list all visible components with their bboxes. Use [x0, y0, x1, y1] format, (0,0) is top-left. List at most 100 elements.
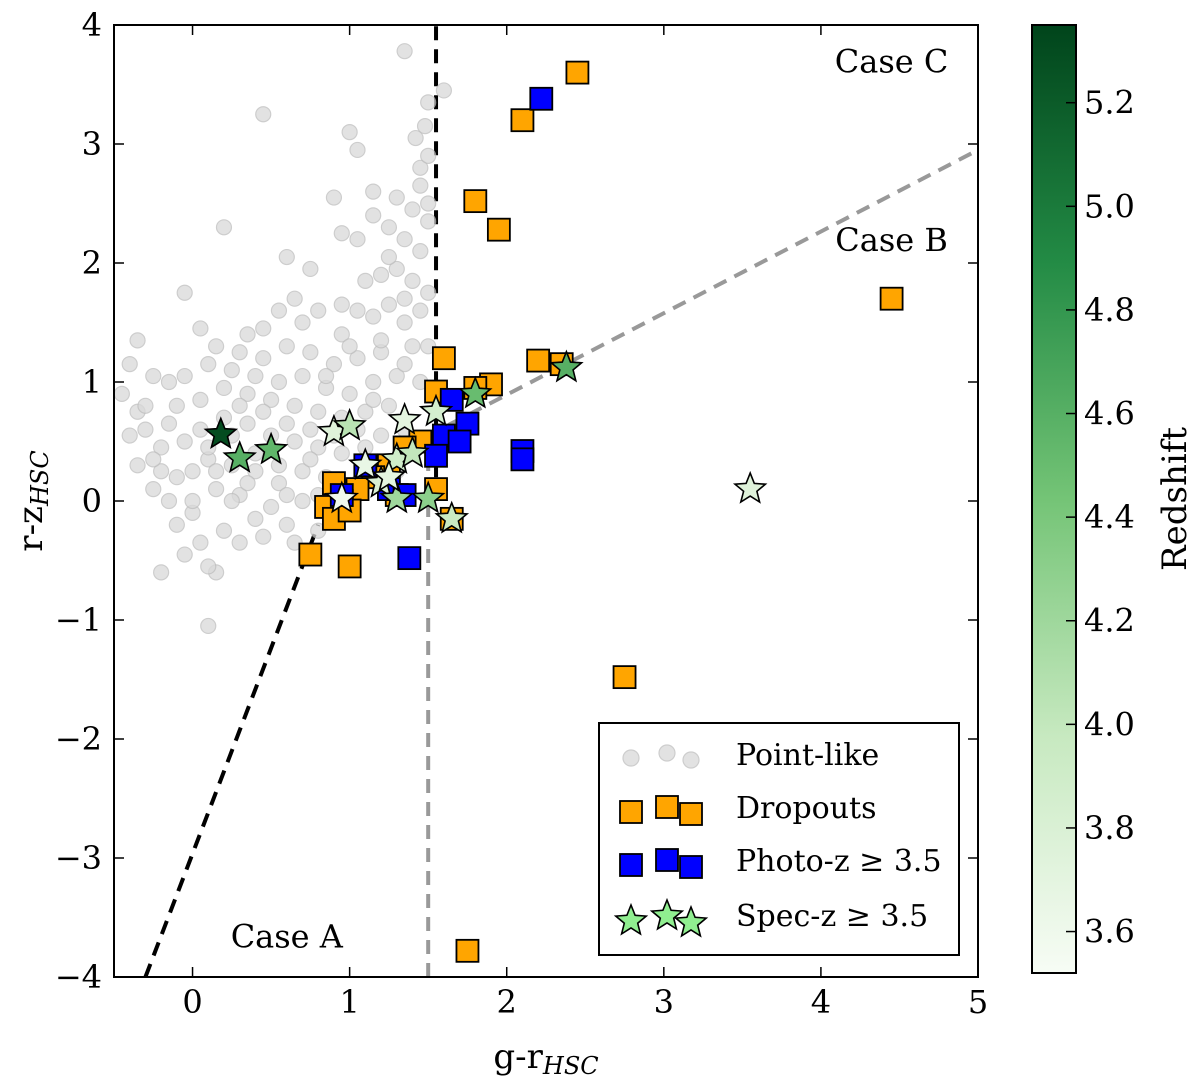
colorbar: 3.6 3.8 4.0 4.2 4.4 4.6 4.8 5.0 5.2 Redshift: [1031, 24, 1195, 974]
legend-marker-spec-z: [673, 904, 709, 938]
x-tick-label: 0: [182, 983, 202, 1021]
point-like-marker: [333, 296, 350, 313]
x-tick-label: 2: [497, 983, 517, 1021]
case-annotations: Case A Case B Case C: [231, 43, 949, 956]
colorbar-tick-label: 5.0: [1084, 187, 1135, 225]
legend-label-point-like: Point-like: [736, 738, 879, 773]
y-tick-label: 1: [82, 363, 102, 401]
spec-z-marker: [253, 431, 289, 465]
point-like-marker: [325, 356, 343, 373]
point-like-marker: [121, 427, 138, 444]
point-like-marker: [341, 124, 358, 141]
spec-z-marker: [387, 401, 422, 435]
point-like-marker: [208, 463, 225, 480]
photo-z-marker: [439, 387, 464, 412]
point-like-marker: [160, 415, 178, 432]
point-like-marker: [404, 201, 421, 218]
legend-marker-photo-z: [679, 855, 703, 879]
point-like-marker: [192, 391, 209, 408]
y-tick-label: 4: [82, 6, 102, 44]
point-like-marker: [278, 338, 295, 355]
spec-z-marker: [732, 470, 768, 504]
point-like-marker: [294, 492, 311, 510]
point-like-marker: [114, 385, 130, 402]
point-like-marker: [176, 284, 193, 301]
dropout-marker: [298, 542, 323, 567]
point-like-marker: [372, 427, 390, 444]
point-like-marker: [302, 421, 319, 438]
point-like-marker: [412, 159, 429, 176]
colorbar-tick-label: 3.8: [1084, 809, 1135, 847]
point-like-marker: [388, 189, 405, 206]
spec-z-marker: [549, 349, 584, 383]
point-like-marker: [333, 225, 350, 242]
point-like-marker: [380, 397, 398, 414]
colorbar-tick-label: 4.0: [1084, 705, 1135, 743]
point-like-marker: [357, 403, 374, 420]
point-like-marker: [153, 439, 170, 456]
point-like-marker: [278, 486, 295, 504]
point-like-marker: [278, 248, 295, 266]
point-like-marker: [223, 362, 240, 379]
point-like-marker: [145, 367, 162, 385]
point-like-marker: [388, 367, 405, 385]
point-like-marker: [215, 219, 233, 236]
point-like-marker: [262, 391, 280, 408]
point-like-marker: [247, 510, 264, 527]
y-axis-label: r-zHSC: [11, 450, 54, 551]
point-like-marker: [349, 231, 366, 248]
spec-z-marker: [410, 480, 446, 514]
photo-z-marker: [529, 86, 554, 111]
point-like-marker: [145, 451, 162, 468]
dropout-marker: [612, 665, 637, 690]
y-tick-label: −2: [55, 720, 102, 758]
dropout-marker: [526, 348, 551, 373]
point-like-marker: [239, 475, 256, 492]
y-tick-label: −1: [55, 601, 102, 639]
colorbar-tick-label: 4.6: [1084, 395, 1135, 433]
legend-markers: [613, 744, 709, 938]
spec-z-marker: [418, 393, 454, 427]
colorbar-ticks: 3.6 3.8 4.0 4.2 4.4 4.6 4.8 5.0 5.2: [1066, 84, 1135, 951]
point-like-marker: [420, 338, 437, 355]
point-like-marker: [341, 338, 358, 355]
spec-z-marker: [222, 440, 257, 473]
point-like-marker: [310, 302, 327, 319]
point-like-marker: [168, 516, 185, 533]
point-like-marker: [184, 492, 201, 510]
point-like-marker: [255, 403, 272, 420]
legend-label-spec-z: Spec-z ≥ 3.5: [736, 899, 928, 934]
point-like-marker: [412, 177, 429, 194]
x-tick-label: 5: [968, 983, 988, 1021]
point-like-marker: [357, 272, 374, 289]
point-like-marker: [325, 189, 343, 206]
x-tick-label: 1: [339, 983, 359, 1021]
point-like-marker: [129, 332, 146, 349]
point-like-marker: [184, 463, 201, 480]
point-like-marker: [420, 284, 437, 301]
dropout-marker: [431, 346, 456, 371]
point-like-marker: [153, 463, 170, 480]
legend: Point-like Dropouts Photo-z ≥ 3.5 Spec-z…: [598, 722, 960, 956]
dropout-marker: [879, 286, 904, 311]
case-annotation: Case B: [835, 221, 948, 259]
legend-marker-photo-z: [655, 848, 679, 872]
point-like-marker: [168, 397, 185, 414]
point-like-marker: [239, 326, 256, 343]
colorbar-tick-label: 3.6: [1084, 913, 1135, 951]
point-like-marker: [255, 320, 272, 337]
spec-z-marker: [348, 447, 383, 480]
point-like-marker: [380, 248, 398, 266]
point-like-marker: [302, 260, 319, 278]
point-like-marker: [121, 356, 138, 373]
point-like-marker: [333, 326, 350, 343]
y-tick-label: 0: [82, 482, 102, 520]
point-like-marker: [215, 379, 233, 397]
legend-marker-photo-z: [619, 853, 643, 877]
point-like-marker: [223, 492, 240, 510]
case-b-slope-line: [427, 148, 978, 438]
point-like-marker: [365, 391, 382, 408]
legend-marker-dropouts: [655, 795, 679, 819]
point-like-marker: [420, 94, 437, 111]
